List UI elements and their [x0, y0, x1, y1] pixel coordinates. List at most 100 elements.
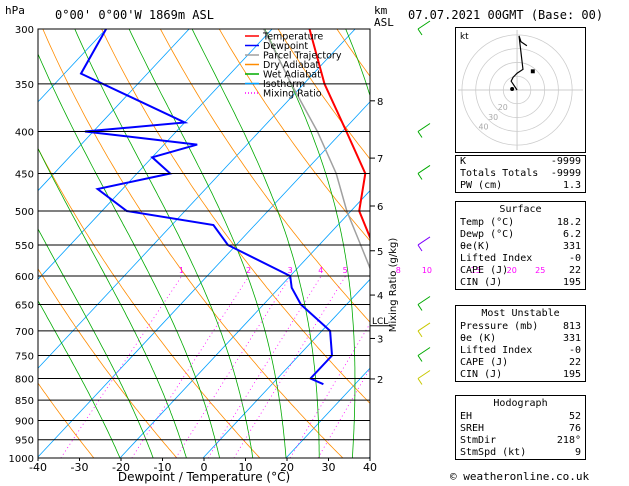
- hodograph-ring-label: 20: [498, 103, 508, 112]
- km-tick-label: 8: [377, 97, 383, 108]
- surface-table: Surface Temp (°C) 18.2 Dewp (°C) 6.2 θe(K)…: [455, 201, 586, 290]
- wet-adiabat-line: [38, 147, 187, 458]
- wet-adiabat-line: [38, 53, 220, 458]
- mu-row: CAPE (J) 22: [460, 357, 581, 368]
- index-row: K -9999: [460, 156, 581, 167]
- wind-barb: [417, 236, 431, 252]
- dry-adiabat-line: [38, 147, 261, 458]
- asl-unit-label: ASL: [374, 16, 394, 29]
- isotherm-line: [38, 29, 190, 192]
- wind-barb: [417, 20, 431, 36]
- mixing-ratio-label: 20: [507, 266, 517, 275]
- wind-barb: [417, 296, 431, 311]
- datetime-label: 07.07.2021 00GMT (Base: 00): [408, 8, 604, 22]
- wind-barb: [417, 347, 431, 362]
- dry-adiabat-line: [38, 382, 95, 458]
- x-tick-label: -30: [71, 461, 89, 474]
- km-tick-label: 2: [377, 375, 383, 386]
- pressure-tick-label: 1000: [9, 454, 34, 465]
- x-tick-label: -10: [154, 461, 172, 474]
- km-tick-label: 5: [377, 247, 383, 258]
- surface-row: Dewp (°C) 6.2: [460, 229, 581, 240]
- wet-adiabat-line: [191, 29, 320, 458]
- surface-row: Lifted Index -0: [460, 253, 581, 264]
- x-tick-label: 40: [363, 461, 377, 474]
- pressure-tick-label: 500: [15, 207, 34, 218]
- mixing-ratio-label: 25: [535, 266, 545, 275]
- dry-adiabat-line: [159, 29, 370, 323]
- mixing-ratio-line: [131, 275, 250, 458]
- km-tick-label: 6: [377, 202, 383, 213]
- series-temperature: [308, 29, 370, 241]
- hodo-row: StmSpd (kt) 9: [460, 447, 581, 458]
- km-tick-label: 3: [377, 334, 383, 345]
- x-tick-label: 10: [239, 461, 253, 474]
- mu-row: CIN (J) 195: [460, 369, 581, 380]
- dry-adiabat-line: [101, 29, 370, 404]
- surface-row: CIN (J) 195: [460, 277, 581, 288]
- dry-adiabat-line: [0, 23, 11, 458]
- isotherm-line: [202, 278, 370, 458]
- index-row: PW (cm) 1.3: [460, 180, 581, 191]
- wind-barb: [417, 322, 431, 338]
- pressure-tick-label: 750: [15, 351, 34, 362]
- copyright-text: © weatheronline.co.uk: [450, 470, 590, 483]
- storm-motion-marker: [530, 69, 535, 74]
- pressure-tick-label: 550: [15, 241, 34, 252]
- km-tick-label: 7: [377, 154, 383, 165]
- mixing-ratio-line: [289, 322, 370, 458]
- surface-row: CAPE (J) 22: [460, 265, 581, 276]
- surface-title: Surface: [499, 204, 542, 215]
- legend-label: Temperature: [262, 32, 323, 43]
- wind-barb: [417, 370, 431, 385]
- legend-label: Mixing Ratio: [263, 89, 322, 100]
- legend-label: Isotherm: [263, 79, 305, 90]
- index-row: Totals Totals -9999: [460, 168, 581, 179]
- hodograph-ring-label: 30: [488, 113, 498, 122]
- mixing-ratio-line: [207, 275, 322, 458]
- hodo-row: EH 52: [460, 411, 581, 422]
- pressure-tick-label: 350: [15, 80, 34, 91]
- mu-row: θe (K) 331: [460, 333, 581, 344]
- pressure-tick-label: 700: [15, 327, 34, 338]
- hodograph-point: [510, 87, 515, 91]
- mu-row: Pressure (mb) 813: [460, 321, 581, 332]
- dry-adiabat-line: [277, 29, 370, 160]
- dry-adiabat-line: [42, 29, 344, 458]
- dry-adiabat-line: [218, 29, 370, 242]
- hodo-row: StmDir 218°: [460, 435, 581, 446]
- hpa-unit-label: hPa: [5, 4, 25, 17]
- series-dewpoint: [79, 29, 334, 386]
- pressure-tick-label: 950: [15, 436, 34, 447]
- most-unstable-title: Most Unstable: [481, 308, 560, 319]
- isotherm-line: [38, 29, 273, 280]
- wet-adiabat-line: [38, 299, 121, 458]
- legend-label: Parcel Trajectory: [263, 51, 342, 62]
- wind-barb: [417, 165, 431, 180]
- mu-row: Lifted Index -0: [460, 345, 581, 356]
- wind-barb: [417, 123, 431, 138]
- surface-row: Temp (°C) 18.2: [460, 217, 581, 228]
- wet-adiabat-line: [38, 228, 154, 458]
- pressure-tick-label: 900: [15, 416, 34, 427]
- plot-area: [0, 23, 629, 458]
- legend-label: Dewpoint: [263, 41, 308, 52]
- isotherm-line: [38, 29, 107, 103]
- mixing-ratio-axis-label: Mixing Ratio (g/kg): [388, 238, 399, 333]
- mixing-ratio-label: 8: [396, 266, 401, 275]
- pressure-tick-label: 400: [15, 128, 34, 139]
- hodograph-ring-label: 40: [478, 123, 488, 132]
- most-unstable-table: Most Unstable Pressure (mb) 813 θe (K) 331…: [455, 305, 586, 382]
- hodograph-kt-label: kt: [460, 32, 469, 42]
- series-parcel-trajectory: [263, 29, 370, 271]
- wet-adiabat-line: [419, 23, 448, 458]
- hodograph-table: Hodograph EH 52 SREH 76 StmDir 218° StmSpd …: [455, 395, 586, 460]
- dry-adiabat-line: [626, 23, 629, 458]
- pressure-tick-label: 450: [15, 169, 34, 180]
- mixing-ratio-label: 5: [343, 266, 348, 275]
- isotherm-line: [285, 367, 370, 458]
- hodo-row: SREH 76: [460, 423, 581, 434]
- isotherm-line: [119, 190, 370, 458]
- x-tick-label: 20: [280, 461, 294, 474]
